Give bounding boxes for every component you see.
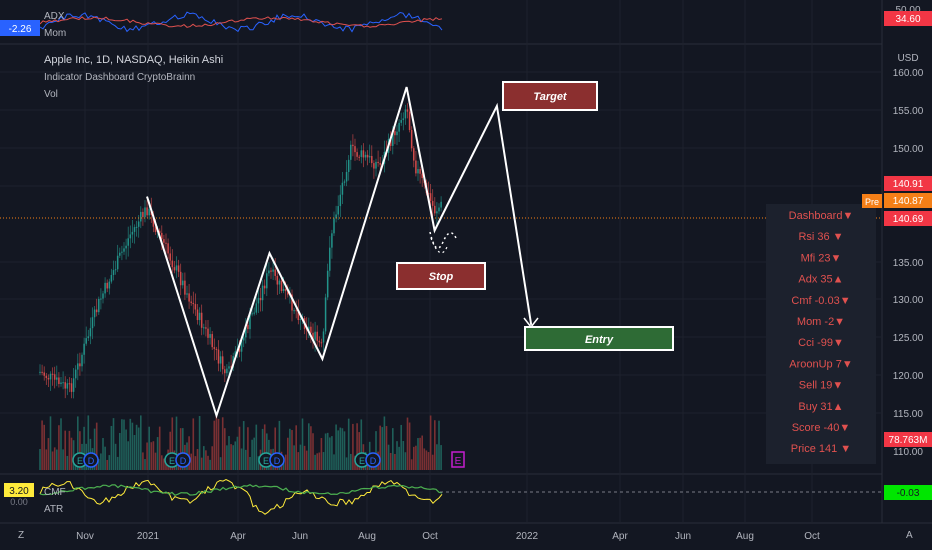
current-price-value: 140.69 — [893, 214, 924, 225]
volume-value: 78.763M — [889, 435, 928, 446]
time-tick-label: Nov — [76, 531, 94, 542]
price-tick-label: 155.00 — [893, 106, 924, 117]
bottom-pane-left-badge: 3.20 0.00 — [4, 483, 34, 507]
upcoming-earnings-marker[interactable]: E — [451, 451, 465, 468]
dividend-letter: D — [274, 456, 281, 466]
target-label: Target — [533, 91, 568, 103]
dashboard-row: Buy 31▲ — [798, 401, 843, 413]
price-badge-top-value: 140.91 — [893, 179, 924, 190]
pre-market-label: Pre — [865, 197, 879, 207]
price-tick-label: 120.00 — [893, 371, 924, 382]
dashboard-row: Price 141 ▼ — [791, 443, 851, 455]
top-pane-left-badge-value: -2.26 — [9, 24, 32, 35]
price-tick-label: 125.00 — [893, 333, 924, 344]
dashboard-row: Dashboard▼ — [789, 210, 854, 222]
time-tick-label: Apr — [612, 531, 628, 542]
time-tick-label: Oct — [804, 531, 820, 542]
dividend-letter: D — [180, 456, 187, 466]
price-badge-top: 140.91 — [884, 176, 932, 191]
price-tick-label: 110.00 — [893, 447, 923, 458]
corner-left-z[interactable]: Z — [18, 530, 24, 541]
cmf-atr-lines — [39, 479, 443, 515]
top-pane-right-badge-value: 34.60 — [895, 14, 920, 25]
entry-annotation[interactable]: Entry — [524, 326, 674, 351]
top-pane-label-mom: Mom — [44, 28, 66, 39]
indicator-legend[interactable]: Indicator Dashboard CryptoBrainn — [44, 72, 195, 83]
time-tick-label: Apr — [230, 531, 246, 542]
dashboard-row: Score -40▼ — [792, 422, 851, 434]
bottom-pane-right-badge-value: -0.03 — [897, 488, 920, 499]
corner-right-a[interactable]: A — [906, 530, 913, 541]
earnings-letter: E — [77, 456, 83, 466]
price-tick-label: 160.00 — [893, 68, 924, 79]
top-pane-label-adx: ADX — [44, 11, 65, 22]
target-annotation[interactable]: Target — [502, 81, 598, 111]
volume-legend[interactable]: Vol — [44, 89, 58, 100]
earnings-letter: E — [169, 456, 175, 466]
dashboard-panel — [766, 204, 876, 464]
dividend-letter: D — [370, 456, 377, 466]
time-tick-label: 2022 — [516, 531, 539, 542]
time-tick-label: Jun — [675, 531, 691, 542]
dashboard-row: AroonUp 7▼ — [789, 358, 852, 370]
dashboard-row: Mfi 23▼ — [801, 252, 842, 264]
volume-badge: 78.763M — [884, 432, 932, 447]
currency-label: USD — [897, 53, 918, 64]
top-pane-left-badge: -2.26 — [0, 20, 40, 36]
earnings-letter: E — [359, 456, 365, 466]
bottom-pane-label-atr: ATR — [44, 504, 63, 515]
price-tick-label: 130.00 — [893, 295, 924, 306]
time-tick-label: Aug — [736, 531, 754, 542]
time-tick-label: Oct — [422, 531, 438, 542]
time-tick-label: 2021 — [137, 531, 160, 542]
price-tick-label: 135.00 — [893, 258, 924, 269]
stop-annotation[interactable]: Stop — [396, 262, 486, 290]
stop-label: Stop — [429, 271, 454, 283]
bottom-pane-label-cmf: CMF — [44, 487, 66, 498]
dashboard-row: Mom -2▼ — [797, 316, 845, 328]
time-tick-label: Aug — [358, 531, 376, 542]
dashboard-row: Cmf -0.03▼ — [791, 295, 850, 307]
bottom-pane-left-badge-value: 3.20 — [9, 486, 29, 497]
bottom-pane-right-badge: -0.03 — [884, 485, 932, 500]
upcoming-earnings-letter: E — [455, 456, 462, 467]
price-tick-label: 115.00 — [893, 409, 923, 420]
price-tick-label: 150.00 — [893, 144, 924, 155]
dashboard-rows: Dashboard▼ Rsi 36 ▼ Mfi 23▼ Adx 35▲ Cmf -0.0… — [789, 210, 854, 455]
time-axis[interactable]: Nov 2021 Apr Jun Aug Oct 2022 Apr Jun Aug Oct — [76, 531, 820, 542]
dashboard-row: Rsi 36 ▼ — [798, 231, 843, 243]
zigzag-pattern — [146, 86, 533, 419]
dashboard-row: Adx 35▲ — [798, 274, 843, 286]
earnings-letter: E — [263, 456, 269, 466]
pre-market-value: 140.87 — [893, 196, 924, 207]
time-tick-label: Jun — [292, 531, 308, 542]
top-pane-scale-top: 50.00 — [895, 5, 920, 16]
dividend-letter: D — [88, 456, 95, 466]
dashboard-row: Sell 19▼ — [799, 380, 844, 392]
top-pane-right-badge: 34.60 — [884, 11, 932, 26]
symbol-legend[interactable]: Apple Inc, 1D, NASDAQ, Heikin Ashi — [44, 54, 223, 66]
entry-label: Entry — [585, 334, 614, 346]
current-price-badge: 140.69 — [884, 211, 932, 226]
pattern-line — [146, 86, 533, 419]
stop-heart-doodle-inner — [430, 237, 448, 254]
bottom-pane-left-sub: 0.00 — [10, 497, 28, 507]
dashboard-row: Cci -99▼ — [798, 337, 844, 349]
pre-market-badge: Pre 140.87 — [862, 193, 932, 208]
entry-arrowhead — [523, 317, 539, 328]
adx-mom-lines — [39, 11, 443, 33]
